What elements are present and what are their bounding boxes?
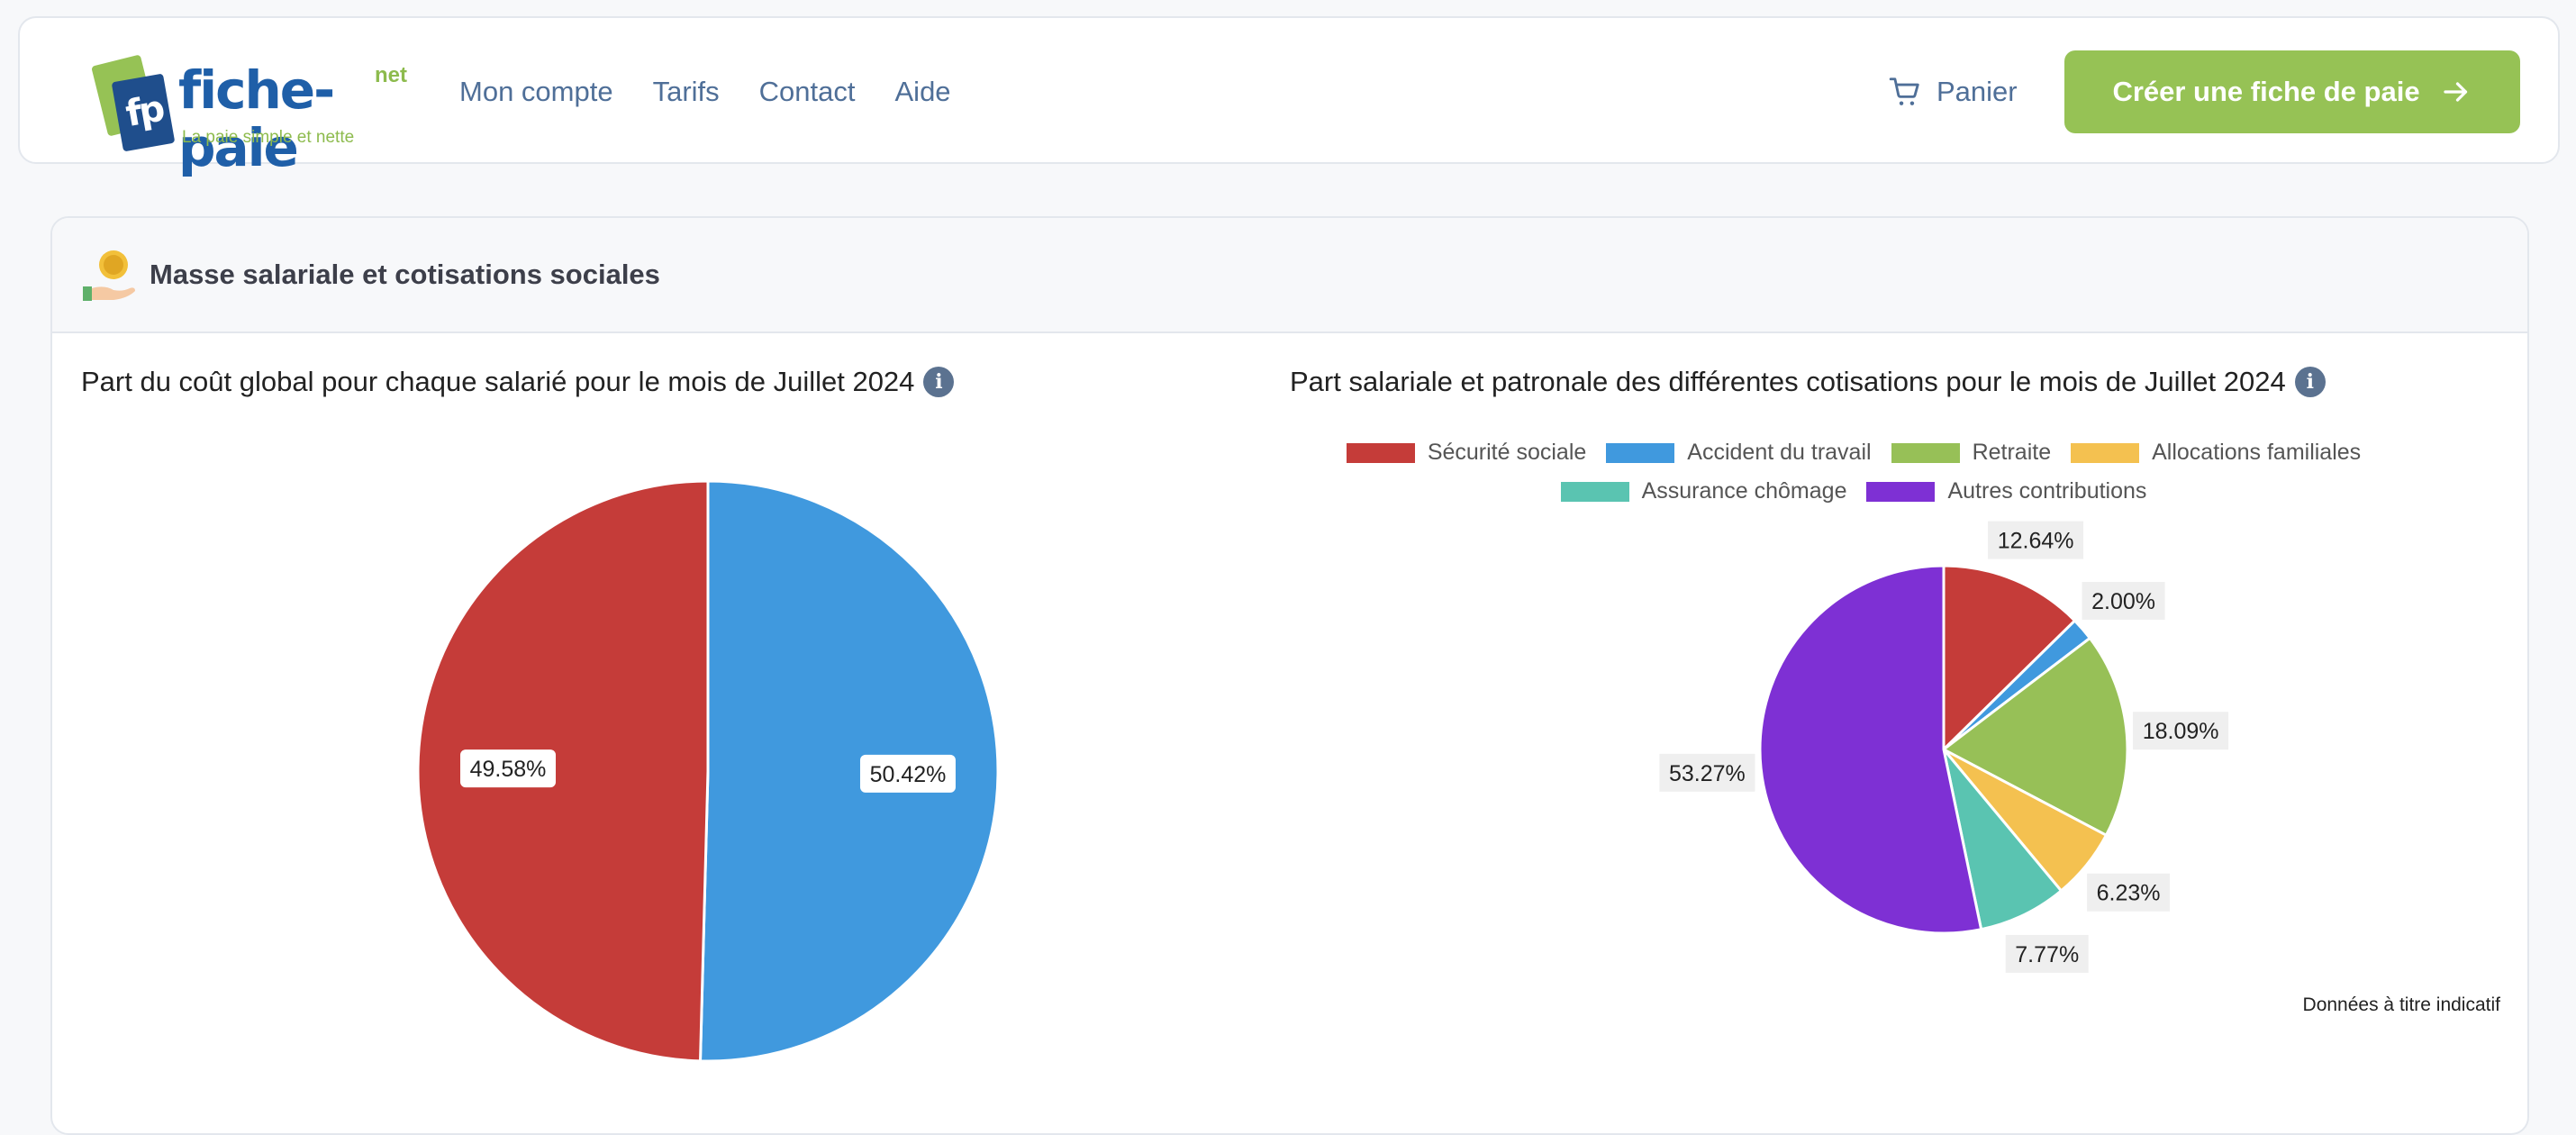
pie-slice-autres-contributions[interactable] xyxy=(1758,564,1983,935)
legend-swatch xyxy=(1891,442,1960,463)
create-payslip-button[interactable]: Créer une fiche de paie xyxy=(2064,50,2520,133)
logo-tld: net xyxy=(375,63,407,87)
cart-label: Panier xyxy=(1937,76,2018,107)
top-header: fp fiche-paie net La paie simple et nett… xyxy=(18,16,2560,177)
legend-label: Retraite xyxy=(1972,440,2052,465)
legend-swatch xyxy=(1346,442,1415,463)
card-title: Masse salariale et cotisations sociales xyxy=(150,259,660,290)
info-icon[interactable]: i xyxy=(2294,367,2326,397)
pie-data-label-box xyxy=(2082,582,2165,621)
legend-item-allocations-familiales[interactable]: Allocations familiales xyxy=(2071,440,2361,466)
legend-item-accident-du-travail[interactable]: Accident du travail xyxy=(1606,440,1872,466)
create-payslip-label: Créer une fiche de paie xyxy=(2112,76,2420,107)
chart-right-legend: Sécurité sociale Accident du travail Ret… xyxy=(1286,440,2421,517)
legend-row: Assurance chômage Autres contributions xyxy=(1286,478,2421,504)
legend-swatch xyxy=(1866,481,1936,502)
nav-aide[interactable]: Aide xyxy=(894,76,951,107)
pie-data-label-box xyxy=(2133,712,2229,750)
chart-right-title-text: Part salariale et patronale des différen… xyxy=(1290,366,2286,397)
pie-data-label: 12.64% xyxy=(1988,521,2084,559)
logo-monogram: fp xyxy=(122,87,166,136)
legend-label: Accident du travail xyxy=(1687,440,1872,465)
arrow-right-icon xyxy=(2443,82,2467,102)
pie-data-label-text: 49.58% xyxy=(470,757,547,782)
pie-data-label-text: 6.23% xyxy=(2097,881,2161,906)
logo-tagline: La paie simple et nette xyxy=(182,128,355,147)
pie-data-label: 6.23% xyxy=(2087,873,2171,912)
pie-slice-securite-sociale[interactable] xyxy=(1942,564,2077,753)
pie-data-label: 49.58% xyxy=(460,749,557,788)
chart-left-title-text: Part du coût global pour chaque salarié … xyxy=(81,366,915,397)
pie-data-label-text: 12.64% xyxy=(1998,529,2074,554)
pie-slice-retraite[interactable] xyxy=(1941,636,2129,838)
legend-item-retraite[interactable]: Retraite xyxy=(1891,440,2052,466)
cart-icon xyxy=(1889,77,1919,105)
pie-data-label: 50.42% xyxy=(859,754,956,793)
pie-slice-0[interactable] xyxy=(698,479,1000,1063)
pie-chart-cost-share: 50.42% 49.58% xyxy=(416,479,1000,1063)
legend-row: Sécurité sociale Accident du travail Ret… xyxy=(1286,440,2421,466)
pie-data-label-text: 7.77% xyxy=(2015,942,2079,967)
main-nav: Mon compte Tarifs Contact Aide xyxy=(459,18,951,166)
legend-swatch xyxy=(1606,442,1675,463)
info-icon[interactable]: i xyxy=(923,367,955,397)
legend-label: Autres contributions xyxy=(1947,478,2147,504)
chart-footnote: Données à titre indicatif xyxy=(2302,994,2500,1015)
chart-right-title: Part salariale et patronale des différen… xyxy=(1290,366,2326,398)
nav-contact[interactable]: Contact xyxy=(758,76,856,107)
pie-data-label: 53.27% xyxy=(1659,753,1755,792)
cart-link[interactable]: Panier xyxy=(1888,18,2018,166)
pie-data-label: 7.77% xyxy=(2005,934,2089,973)
nav-tarifs[interactable]: Tarifs xyxy=(652,76,720,107)
pie-data-label-text: 50.42% xyxy=(870,762,947,787)
pie-chart-contributions: 12.64% 2.00% 18.09% 6.23% 7.77% 53.27% xyxy=(1659,521,2229,973)
legend-item-autres-contributions[interactable]: Autres contributions xyxy=(1866,478,2146,504)
legend-swatch xyxy=(2071,442,2140,463)
pie-slice-1[interactable] xyxy=(416,479,710,1063)
legend-label: Sécurité sociale xyxy=(1427,440,1587,465)
legend-swatch xyxy=(1560,481,1629,502)
legend-item-assurance-chomage[interactable]: Assurance chômage xyxy=(1560,478,1847,504)
pie-data-label: 18.09% xyxy=(2133,712,2229,750)
money-hand-icon xyxy=(83,250,135,301)
pie-data-label-box xyxy=(460,749,557,788)
pie-data-label: 2.00% xyxy=(2082,582,2165,621)
site-logo[interactable]: fp fiche-paie net La paie simple et nett… xyxy=(77,41,420,177)
payroll-card: Masse salariale et cotisations sociales … xyxy=(50,216,2529,1135)
pie-data-label-box xyxy=(2005,934,2089,973)
pie-data-label-text: 53.27% xyxy=(1669,761,1746,786)
pie-data-label-box xyxy=(859,754,956,793)
nav-mon-compte[interactable]: Mon compte xyxy=(459,76,613,107)
chart-left-title: Part du coût global pour chaque salarié … xyxy=(81,366,955,398)
pie-data-label-text: 2.00% xyxy=(2091,589,2155,614)
legend-item-securite-sociale[interactable]: Sécurité sociale xyxy=(1346,440,1587,466)
legend-label: Allocations familiales xyxy=(2152,440,2362,465)
pie-data-label-text: 18.09% xyxy=(2143,719,2219,744)
logo-wordmark: fiche-paie xyxy=(178,59,335,178)
pie-data-label-box xyxy=(1988,521,2084,559)
legend-label: Assurance chômage xyxy=(1641,478,1847,504)
card-header: Masse salariale et cotisations sociales xyxy=(52,218,2527,333)
pie-data-label-box xyxy=(1659,753,1755,792)
pie-data-label-box xyxy=(2087,873,2171,912)
